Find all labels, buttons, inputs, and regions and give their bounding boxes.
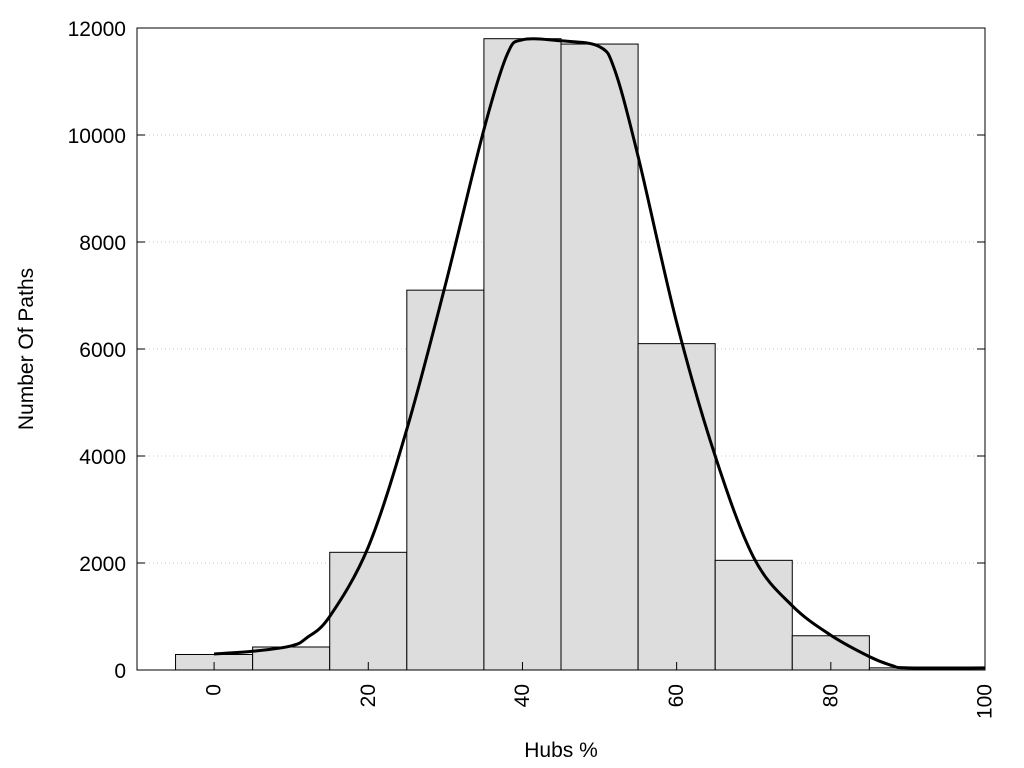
y-tick-label: 12000 — [68, 18, 126, 41]
y-tick-label: 0 — [114, 660, 126, 683]
fit-curve — [213, 37, 986, 670]
x-tick-label: 40 — [511, 684, 534, 707]
histogram-bar — [483, 38, 562, 671]
distribution-curve — [213, 37, 986, 670]
histogram-bar — [560, 43, 639, 671]
y-axis-ticks: 0 2000 4000 6000 8000 10000 12000 — [68, 18, 985, 683]
x-tick-label: 100 — [974, 684, 997, 719]
histogram-bars — [175, 38, 986, 671]
y-tick-label: 6000 — [79, 339, 126, 362]
y-tick-label: 4000 — [79, 446, 126, 469]
histogram-bar — [714, 559, 793, 671]
histogram-bar — [329, 551, 408, 671]
x-axis-label: Hubs % — [524, 739, 598, 762]
histogram-bar — [406, 289, 485, 671]
x-axis-ticks: 0 20 40 60 80 100 — [203, 662, 997, 719]
y-tick-label: 2000 — [79, 553, 126, 576]
histogram-bar — [637, 343, 716, 671]
y-tick-label: 8000 — [79, 232, 126, 255]
x-tick-label: 20 — [357, 684, 380, 707]
y-tick-label: 10000 — [68, 125, 126, 148]
x-tick-label: 60 — [665, 684, 688, 707]
x-tick-label: 80 — [819, 684, 842, 707]
x-tick-label: 0 — [203, 684, 226, 696]
y-axis-label: Number Of Paths — [15, 268, 38, 430]
